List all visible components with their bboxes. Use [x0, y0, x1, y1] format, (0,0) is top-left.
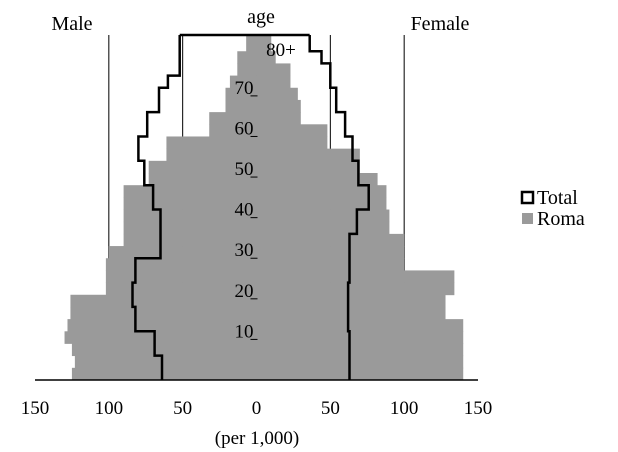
- x-tick-label: 150: [21, 398, 50, 419]
- roma-female-bar: [256, 173, 378, 186]
- roma-male-bar: [123, 233, 257, 247]
- roma-male-bar: [64, 331, 257, 344]
- roma-female-bar: [256, 160, 360, 174]
- legend-total-label: Total: [537, 187, 578, 209]
- roma-male-bar: [105, 270, 257, 283]
- roma-female-bar: [256, 35, 272, 52]
- x-axis-label: (per 1,000): [215, 428, 299, 449]
- roma-male-bar: [105, 282, 257, 296]
- roma-female-bar: [256, 87, 298, 101]
- roma-female-bar: [256, 258, 405, 271]
- age-title: age: [247, 6, 275, 28]
- x-tick-label: 150: [464, 398, 493, 419]
- roma-male-bar: [148, 160, 257, 174]
- roma-male-bar: [123, 197, 257, 210]
- x-tick-label: 50: [173, 398, 192, 419]
- female-label: Female: [411, 13, 470, 35]
- roma-male-bar: [67, 319, 257, 332]
- x-axis: 150 100 50 0 50 100 150: [21, 379, 493, 419]
- age-tick-label: 70: [235, 78, 254, 99]
- legend-roma-label: Roma: [537, 208, 585, 230]
- roma-male-bar: [105, 258, 257, 271]
- roma-female-bar: [256, 136, 328, 150]
- roma-male-bar: [237, 51, 257, 64]
- roma-female-bar: [256, 185, 387, 198]
- roma-male-bar: [74, 355, 257, 369]
- roma-male-bar: [246, 35, 257, 52]
- roma-male-bar: [148, 173, 257, 186]
- roma-male-bar: [209, 112, 257, 125]
- roma-male-bar: [108, 246, 257, 259]
- roma-male-bar: [166, 148, 257, 162]
- roma-female-bar: [256, 124, 328, 137]
- age-tick-label: 10: [235, 321, 254, 342]
- roma-male-bar: [123, 185, 257, 198]
- roma-male-bar: [71, 343, 257, 357]
- roma-male-bar: [229, 75, 257, 89]
- age-tick-label: 40: [235, 200, 254, 221]
- roma-female-bar: [256, 112, 301, 125]
- legend-roma-swatch: [522, 213, 533, 224]
- male-label: Male: [51, 13, 92, 35]
- roma-bars: [64, 35, 464, 381]
- roma-female-bar: [256, 331, 464, 344]
- age-ticks: 10 20 30 40 50 60 70: [235, 78, 258, 342]
- roma-female-bar: [256, 355, 464, 369]
- roma-female-bar: [256, 197, 387, 210]
- roma-female-bar: [256, 319, 464, 332]
- roma-female-bar: [256, 99, 301, 113]
- roma-female-bar: [256, 270, 455, 283]
- age-tick-label: 20: [235, 281, 254, 302]
- top-age-label: 80+: [266, 40, 296, 61]
- x-tick-label: 100: [95, 398, 124, 419]
- roma-female-bar: [256, 246, 405, 259]
- roma-female-bar: [256, 75, 291, 89]
- x-tick-label: 100: [390, 398, 419, 419]
- roma-female-bar: [256, 63, 291, 76]
- roma-male-bar: [225, 99, 257, 113]
- x-tick-label: 0: [252, 398, 262, 419]
- roma-female-bar: [256, 148, 360, 162]
- total-outline: [131, 33, 370, 380]
- roma-male-bar: [123, 221, 257, 235]
- roma-male-bar: [166, 136, 257, 150]
- roma-female-bar: [256, 343, 464, 357]
- roma-male-bar: [123, 209, 257, 223]
- roma-female-bar: [256, 221, 390, 235]
- roma-male-bar: [225, 87, 257, 101]
- roma-female-bar: [256, 367, 464, 381]
- roma-male-bar: [237, 63, 257, 76]
- age-tick-label: 50: [235, 159, 254, 180]
- roma-male-bar: [209, 124, 257, 137]
- legend: Total Roma: [520, 187, 585, 230]
- roma-female-bar: [256, 294, 446, 308]
- roma-male-bar: [71, 367, 257, 381]
- age-tick-label: 30: [235, 240, 254, 261]
- roma-female-bar: [256, 51, 276, 64]
- legend-total-swatch: [520, 190, 535, 205]
- roma-female-bar: [256, 209, 390, 223]
- total-male-outline: [131, 35, 181, 380]
- roma-female-bar: [256, 233, 405, 247]
- roma-female-bar: [256, 306, 446, 320]
- roma-female-bar: [256, 282, 455, 296]
- age-tick-label: 60: [235, 118, 254, 139]
- x-tick-label: 50: [321, 398, 340, 419]
- roma-male-bar: [70, 294, 257, 308]
- total-female-outline: [308, 35, 370, 380]
- roma-male-bar: [70, 306, 257, 320]
